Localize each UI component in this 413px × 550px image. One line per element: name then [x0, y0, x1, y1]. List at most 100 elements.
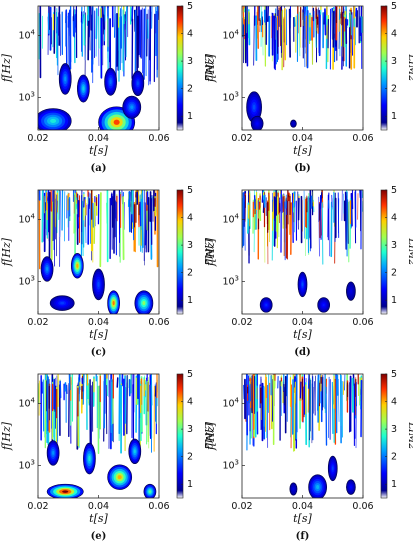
- x-axis-label: t[s]: [89, 144, 108, 157]
- blob-mark: [104, 67, 117, 96]
- colorbar-tick-label: 4: [391, 29, 397, 40]
- streak-mark: [338, 378, 340, 422]
- streak-mark: [342, 381, 345, 395]
- plot-area-5: [242, 374, 363, 498]
- y-axis-label: f[Hz]: [204, 421, 217, 451]
- streak-mark: [68, 13, 70, 73]
- blob-mark: [297, 271, 308, 298]
- y-tick-label: 104: [222, 397, 239, 410]
- y-tick-label: 104: [222, 29, 239, 42]
- streak-mark: [325, 386, 328, 446]
- y-tick-label: 103: [18, 275, 35, 288]
- streak-mark: [321, 202, 324, 265]
- colorbar-5: [380, 373, 388, 499]
- blob-level: [331, 466, 334, 471]
- x-tick-label: 0.04: [292, 317, 313, 328]
- blob-level: [109, 79, 112, 85]
- x-axis-label: t[s]: [89, 512, 108, 525]
- y-axis-label: f[Hz]: [204, 237, 217, 267]
- colorbar-tick-label: 3: [187, 424, 193, 435]
- colorbar-tick-label: 3: [391, 56, 397, 67]
- blob-mark: [246, 91, 262, 123]
- panel-caption: (b): [294, 163, 310, 174]
- blob-mark: [317, 297, 331, 313]
- plot-area-0: [38, 6, 159, 130]
- x-tick-label: 0.02: [27, 317, 48, 328]
- blob-mark: [143, 483, 157, 498]
- panel-1: 0.02 0.04 0.06 t[s] 103 104 f[Hz] 1 2 3 4 5 LIM2 (b): [204, 1, 413, 174]
- blob-mark: [250, 115, 264, 130]
- streak-mark: [261, 11, 263, 33]
- blob-mark: [70, 253, 84, 279]
- streak-mark: [89, 6, 92, 31]
- blob-mark: [122, 95, 142, 119]
- blob-level: [292, 122, 295, 125]
- colorbar-tick-label: 3: [187, 240, 193, 251]
- x-axis-label: t[s]: [293, 144, 312, 157]
- streak-mark: [82, 374, 85, 405]
- blob-level: [117, 475, 122, 480]
- blob-level: [265, 303, 268, 307]
- streak-mark: [53, 190, 56, 267]
- blob-mark: [46, 440, 60, 466]
- streak-mark: [69, 9, 72, 70]
- streak-mark: [102, 14, 105, 30]
- colorbar-label: LIM2: [406, 421, 413, 449]
- panel-caption: (d): [294, 347, 310, 358]
- x-tick-label: 0.06: [352, 501, 373, 512]
- colorbar-tick-label: 3: [187, 56, 193, 67]
- x-tick-label: 0.06: [352, 317, 373, 328]
- streaks-5: [243, 374, 363, 452]
- x-tick-label: 0.02: [27, 501, 48, 512]
- blob-level: [292, 487, 295, 490]
- blob-level: [316, 485, 320, 490]
- streak-mark: [89, 193, 92, 244]
- y-tick-label: 103: [222, 91, 239, 104]
- colorbar-tick-label: 2: [187, 84, 193, 95]
- colorbar-tick-label: 5: [391, 1, 397, 12]
- blob-mark: [128, 438, 142, 464]
- panel-3: 0.02 0.04 0.06 t[s] 103 104 f[Hz] 1 2 3 4 5 LIM2 (d): [204, 185, 413, 358]
- x-tick-label: 0.04: [292, 501, 313, 512]
- x-tick-label: 0.04: [88, 317, 109, 328]
- colorbar-label: LIM2: [406, 237, 413, 265]
- panel-caption: (c): [91, 347, 107, 358]
- blob-level: [62, 490, 69, 493]
- colorbar-label: LIM2: [202, 421, 213, 449]
- x-tick-label: 0.04: [88, 501, 109, 512]
- streak-mark: [328, 376, 330, 438]
- blob-mark: [107, 464, 133, 490]
- plot-area-3: [242, 190, 363, 314]
- streak-mark: [351, 12, 353, 56]
- streak-mark: [122, 196, 125, 261]
- streak-mark: [118, 374, 121, 435]
- colorbar-tick-label: 2: [391, 84, 397, 95]
- y-axis-label: f[Hz]: [0, 53, 13, 83]
- blob-level: [301, 282, 304, 287]
- streak-mark: [319, 197, 322, 240]
- y-axis-label: f[Hz]: [204, 53, 217, 83]
- plot-area-4: [38, 374, 159, 498]
- blob-level: [148, 490, 151, 493]
- x-tick-label: 0.02: [231, 317, 252, 328]
- streak-mark: [273, 196, 276, 222]
- blob-mark: [77, 74, 90, 103]
- blob-mark: [346, 479, 356, 495]
- colorbar-tick-label: 1: [391, 295, 397, 306]
- blob-level: [46, 266, 49, 271]
- x-tick-label: 0.06: [148, 317, 169, 328]
- y-tick-label: 104: [18, 29, 35, 42]
- streak-mark: [113, 6, 116, 38]
- streak-mark: [297, 191, 299, 230]
- blob-level: [136, 81, 139, 86]
- streak-mark: [78, 374, 80, 395]
- streak-mark: [253, 195, 256, 210]
- blob-level: [252, 104, 256, 110]
- y-axis-label: f[Hz]: [0, 237, 13, 267]
- colorbar-tick-label: 4: [187, 397, 193, 408]
- blob-mark: [92, 268, 105, 301]
- blob-mark: [131, 70, 145, 96]
- y-axis-label: f[Hz]: [0, 421, 13, 451]
- streak-mark: [348, 11, 351, 28]
